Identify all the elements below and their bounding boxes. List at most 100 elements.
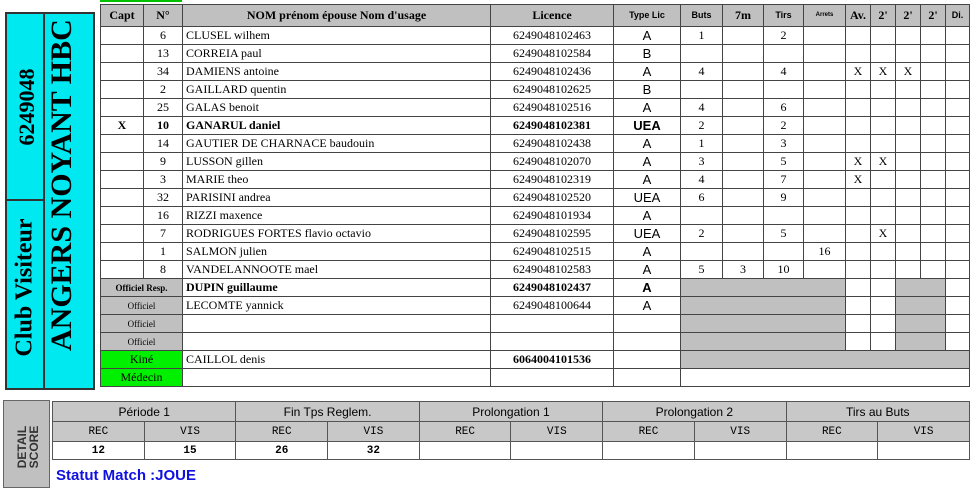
licence-type-cell: A <box>613 296 681 315</box>
buts-cell: 6 <box>680 188 723 207</box>
player-row[interactable]: 2 GAILLARD quentin 6249048102625 B <box>100 80 970 99</box>
licence-cell: 6249048102520 <box>490 188 614 207</box>
tirs-cell: 10 <box>763 260 804 279</box>
licence-cell: 6249048102584 <box>490 44 614 63</box>
tirs-cell: 5 <box>763 224 804 243</box>
licence-type-cell: A <box>613 152 681 171</box>
licence-type-cell: A <box>613 170 681 189</box>
buts-cell: 1 <box>680 134 723 153</box>
licence-cell: 6064004101536 <box>490 350 614 369</box>
captain-cell <box>100 80 144 99</box>
col-num: N° <box>143 4 183 27</box>
rec-label: REC <box>235 421 329 442</box>
header-row: Capt N° NOM prénom épouse Nom d'usage Li… <box>100 4 970 27</box>
licence-cell: 6249048102437 <box>490 278 614 297</box>
av-cell <box>845 80 871 99</box>
player-row[interactable]: 13 CORREIA paul 6249048102584 B <box>100 44 970 63</box>
sept-cell <box>722 188 764 207</box>
official-name <box>182 332 491 351</box>
d3-cell <box>920 170 946 189</box>
official-row[interactable]: Officiel Resp. DUPIN guillaume 62490481024… <box>100 278 970 297</box>
player-row[interactable]: 9 LUSSON gillen 6249048102070 A 3 5 X X <box>100 152 970 171</box>
official-row[interactable]: Officiel <box>100 314 970 333</box>
player-row[interactable]: 7 RODRIGUES FORTES flavio octavio 62490481… <box>100 224 970 243</box>
col-arrets: Arrets <box>803 4 846 27</box>
official-row[interactable]: Officiel <box>100 332 970 351</box>
licence-type-cell: UEA <box>613 224 681 243</box>
player-name: GANARUL daniel <box>182 116 491 135</box>
empty-cell <box>680 368 970 387</box>
col-nom: NOM prénom épouse Nom d'usage <box>182 4 491 27</box>
d1-cell <box>870 98 896 117</box>
number-cell: 32 <box>143 188 183 207</box>
player-row[interactable]: 8 VANDELANNOOTE mael 6249048102583 A 5 3 10 <box>100 260 970 279</box>
col-di: Di. <box>945 4 970 27</box>
tirs-cell: 3 <box>763 134 804 153</box>
official-row[interactable]: Officiel LECOMTE yannick 6249048100644 A <box>100 296 970 315</box>
tirs-cell: 6 <box>763 98 804 117</box>
d2-cell <box>895 170 921 189</box>
di-cell <box>945 206 970 225</box>
buts-cell: 4 <box>680 170 723 189</box>
licence-cell: 6249048102625 <box>490 80 614 99</box>
player-row[interactable]: 1 SALMON julien 6249048102515 A 16 <box>100 242 970 261</box>
official-name: LECOMTE yannick <box>182 296 491 315</box>
official-role: Officiel <box>100 296 183 315</box>
disabled-cell <box>680 296 846 315</box>
licence-type-cell <box>613 350 681 369</box>
d3-cell <box>920 152 946 171</box>
player-name: RODRIGUES FORTES flavio octavio <box>182 224 491 243</box>
number-cell: 1 <box>143 242 183 261</box>
arrets-cell <box>803 80 846 99</box>
col-7m: 7m <box>722 4 764 27</box>
av-cell <box>845 98 871 117</box>
disabled-cell <box>680 332 846 351</box>
top-accent-line <box>100 0 182 2</box>
di-cell <box>945 116 970 135</box>
player-row[interactable]: 3 MARIE theo 6249048102319 A 4 7 X <box>100 170 970 189</box>
arrets-cell <box>803 206 846 225</box>
player-row[interactable]: 32 PARISINI andrea 6249048102520 UEA 6 9 <box>100 188 970 207</box>
kine-name: CAILLOL denis <box>182 350 491 369</box>
sept-cell <box>722 152 764 171</box>
arrets-cell: 16 <box>803 242 846 261</box>
licence-cell: 6249048100644 <box>490 296 614 315</box>
vis-score <box>877 441 970 460</box>
player-name: PARISINI andrea <box>182 188 491 207</box>
licence-cell: 6249048102436 <box>490 62 614 81</box>
col-2min-3: 2' <box>920 4 946 27</box>
licence-cell: 6249048102583 <box>490 260 614 279</box>
buts-cell: 4 <box>680 62 723 81</box>
period-header-row: Période 1 Fin Tps Reglem. Prolongation 1 Pr… <box>51 401 970 422</box>
number-cell: 13 <box>143 44 183 63</box>
d3-cell <box>920 62 946 81</box>
player-row[interactable]: 34 DAMIENS antoine 6249048102436 A 4 4 X X X <box>100 62 970 81</box>
medecin-row[interactable]: Médecin <box>100 368 970 387</box>
score-values-row: 12 15 26 32 <box>52 441 970 460</box>
licence-cell: 6249048102319 <box>490 170 614 189</box>
player-name: RIZZI maxence <box>182 206 491 225</box>
player-row[interactable]: 25 GALAS benoit 6249048102516 A 4 6 <box>100 98 970 117</box>
tirs-cell: 2 <box>763 26 804 45</box>
col-buts: Buts <box>680 4 723 27</box>
d2-cell <box>895 242 921 261</box>
licence-type-cell: B <box>613 80 681 99</box>
licence-cell: 6249048101934 <box>490 206 614 225</box>
player-row[interactable]: 14 GAUTIER DE CHARNACE baudouin 6249048102… <box>100 134 970 153</box>
kine-row[interactable]: Kiné CAILLOL denis 6064004101536 <box>100 350 970 369</box>
captain-cell <box>100 170 144 189</box>
player-row[interactable]: X 10 GANARUL daniel 6249048102381 UEA 2 2 <box>100 116 970 135</box>
2min-cell <box>870 314 896 333</box>
d1-cell <box>870 134 896 153</box>
player-row[interactable]: 6 CLUSEL wilhem 6249048102463 A 1 2 <box>100 26 970 45</box>
period-label: Prolongation 2 <box>602 401 787 422</box>
number-cell: 3 <box>143 170 183 189</box>
d3-cell <box>920 224 946 243</box>
licence-type-cell: A <box>613 260 681 279</box>
d3-cell <box>920 80 946 99</box>
d2-cell <box>895 206 921 225</box>
player-name: MARIE theo <box>182 170 491 189</box>
arrets-cell <box>803 62 846 81</box>
tirs-cell: 4 <box>763 62 804 81</box>
player-row[interactable]: 16 RIZZI maxence 6249048101934 A <box>100 206 970 225</box>
